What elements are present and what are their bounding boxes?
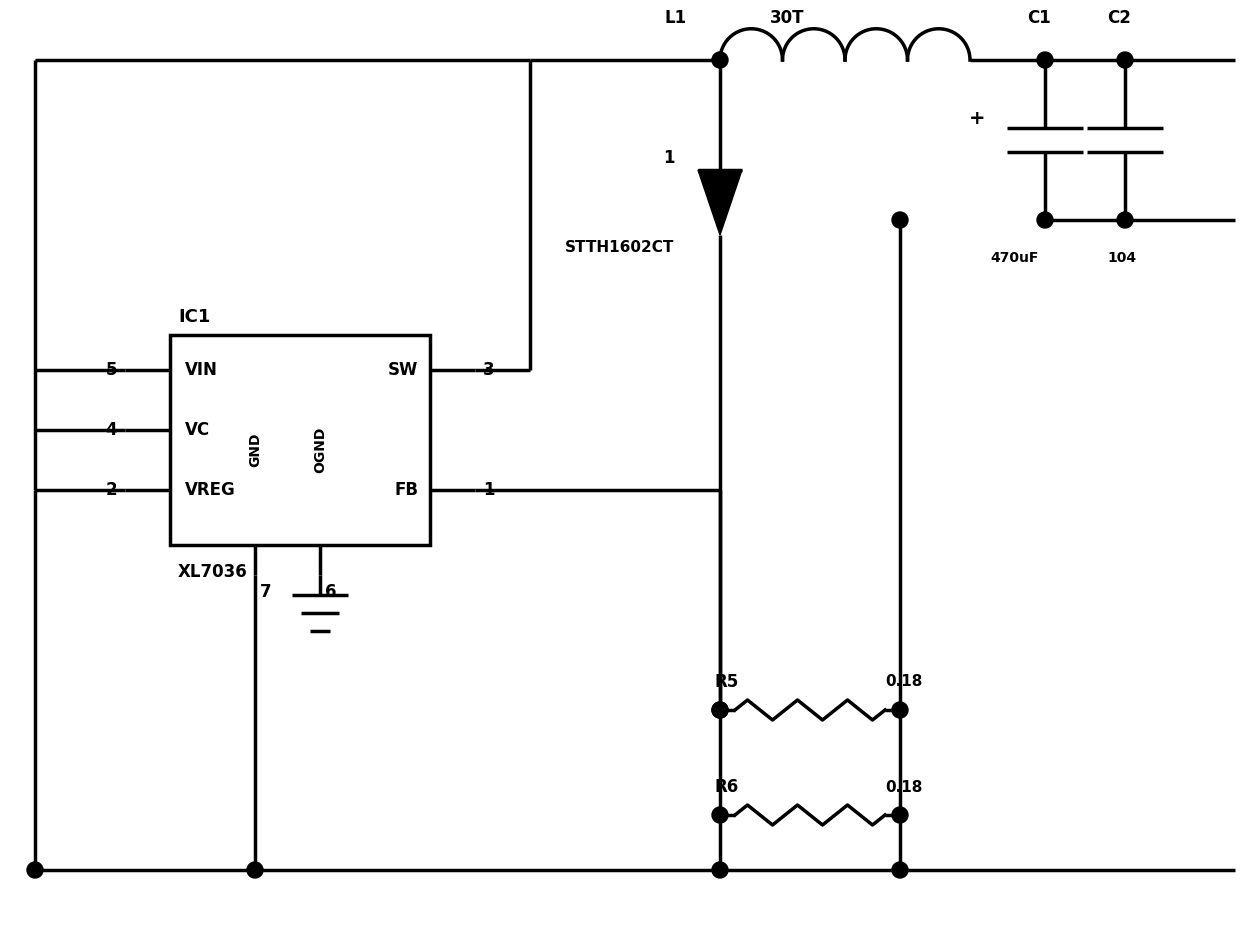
Bar [170,335,430,545]
Circle shape [892,212,908,228]
Circle shape [712,702,728,718]
Text: 0.18: 0.18 [885,674,923,689]
Circle shape [712,702,728,718]
Text: VC: VC [185,421,210,439]
Text: +: + [968,108,985,128]
Circle shape [712,862,728,878]
Text: 30T: 30T [770,9,805,27]
Text: C1: C1 [1027,9,1050,27]
Text: VREG: VREG [185,481,236,499]
Text: 1: 1 [484,481,495,499]
Text: OGND: OGND [312,426,327,474]
Text: XL7036: XL7036 [179,563,248,581]
Text: STTH1602CT: STTH1602CT [565,240,675,254]
Text: 7: 7 [260,583,272,601]
Text: C2: C2 [1107,9,1131,27]
Circle shape [892,807,908,823]
Circle shape [892,702,908,718]
Text: 104: 104 [1107,251,1136,265]
Text: 4: 4 [105,421,117,439]
Circle shape [247,862,263,878]
Text: L1: L1 [665,9,687,27]
Circle shape [1117,212,1133,228]
Circle shape [1037,212,1053,228]
Text: GND: GND [248,433,262,467]
Text: 3: 3 [484,361,495,379]
Text: 6: 6 [325,583,336,601]
Text: 1: 1 [663,149,675,167]
Text: FB: FB [394,481,418,499]
Circle shape [712,807,728,823]
Circle shape [1117,52,1133,68]
Circle shape [892,862,908,878]
Polygon shape [698,170,742,235]
Circle shape [1037,52,1053,68]
Text: 5: 5 [105,361,117,379]
Text: R5: R5 [715,673,739,691]
Circle shape [712,52,728,68]
Text: VIN: VIN [185,361,218,379]
Circle shape [27,862,43,878]
Text: R6: R6 [715,778,739,796]
Text: IC1: IC1 [179,308,211,326]
Text: 0.18: 0.18 [885,780,923,795]
Text: 2: 2 [105,481,117,499]
Text: 470uF: 470uF [990,251,1038,265]
Text: SW: SW [388,361,418,379]
